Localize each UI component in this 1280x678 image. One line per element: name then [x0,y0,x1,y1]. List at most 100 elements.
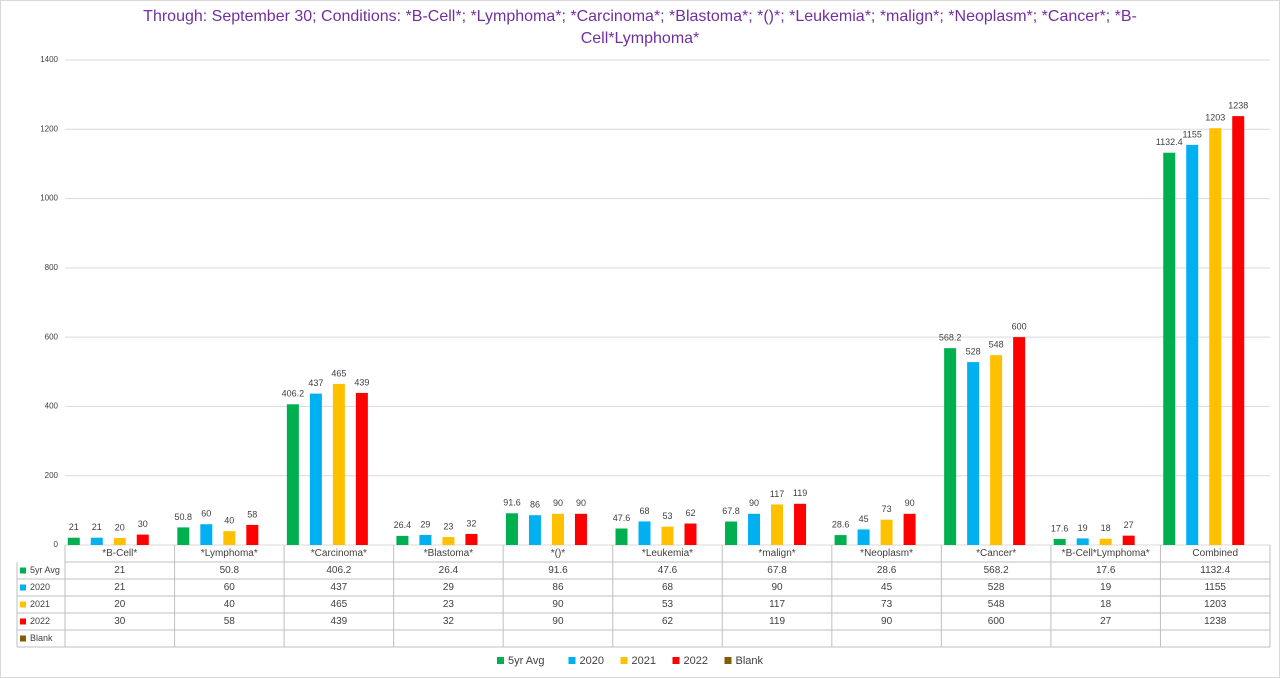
table-cell: 29 [443,582,455,593]
bar [1209,128,1222,545]
table-cell: 50.8 [220,565,240,576]
bar [725,521,738,545]
data-label: 58 [247,509,257,519]
table-cell: 548 [988,599,1005,610]
x-tick-label: *Carcinoma* [311,548,367,559]
bar [551,513,564,545]
data-label: 17.6 [1051,523,1069,533]
bar [136,534,149,545]
table-cell: 86 [552,582,564,593]
bar [903,513,916,545]
bar [661,526,674,545]
table-cell: 90 [881,616,893,627]
bar [465,533,478,545]
bar [857,529,870,545]
table-cell: 23 [443,599,455,610]
y-tick-label: 0 [54,540,59,549]
data-label: 30 [138,519,148,529]
bar [1186,144,1199,545]
chart-title: Through: September 30; Conditions: *B-Ce… [143,8,1137,47]
y-tick-label: 1400 [40,55,58,64]
bar [246,524,259,545]
bar [355,392,368,545]
table-cell: 91.6 [548,565,568,576]
x-tick-label: Combined [1192,548,1238,559]
table-cell: 117 [769,599,785,610]
y-tick-label: 1200 [40,124,58,133]
bar [442,537,455,545]
data-label: 119 [793,488,807,498]
bar [574,513,587,545]
table-cell: 68 [662,582,674,593]
table-cell: 1155 [1204,582,1226,593]
table-cell: 465 [331,599,348,610]
bar [1122,535,1135,545]
data-label: 28.6 [832,519,850,529]
bar [67,537,80,545]
x-tick-label: *Cancer* [976,548,1016,559]
legend-label: 2020 [580,655,604,667]
data-label: 60 [201,509,211,519]
table-cell: 45 [881,582,893,593]
data-label: 40 [224,516,234,526]
table-cell: 600 [988,616,1005,627]
bar [286,404,299,545]
bar [638,521,651,545]
bar [200,524,213,545]
x-tick-label: *Lymphoma* [201,548,258,559]
bar [1013,337,1026,545]
x-tick-label: *()* [551,548,566,559]
legend-swatch [672,657,680,664]
y-tick-label: 400 [45,402,59,411]
data-label: 86 [530,500,540,510]
data-label: 1238 [1228,100,1248,110]
bar [615,528,628,545]
bar [771,504,784,545]
table-cell: 26.4 [439,565,459,576]
data-label: 18 [1101,523,1111,533]
bar [748,513,761,545]
data-label: 439 [354,377,369,387]
bar [90,537,103,545]
table-cell: 73 [881,599,893,610]
legend-key [20,567,26,574]
table-cell: 437 [331,582,348,593]
data-label: 23 [443,521,453,531]
x-tick-label: *Leukemia* [642,548,693,559]
bar [834,535,847,545]
data-label: 90 [576,498,586,508]
data-label: 1132.4 [1156,137,1183,147]
data-label: 26.4 [394,520,412,530]
y-tick-label: 1000 [40,194,58,203]
table-row-label: 2020 [30,582,50,592]
bar [794,503,807,545]
bar [684,523,697,545]
data-label: 73 [882,504,892,514]
y-tick-label: 200 [45,471,59,480]
data-label: 50.8 [175,512,193,522]
data-label: 29 [420,519,430,529]
bar [419,534,432,545]
legend-key [20,635,26,642]
bar [309,393,322,545]
table-cell: 18 [1100,599,1112,610]
table-row-label: 2022 [30,616,50,626]
legend-label: 2022 [684,655,708,667]
data-label: 548 [989,340,1004,350]
bar [990,355,1003,545]
y-tick-label: 800 [45,263,59,272]
bar [967,362,980,545]
legend-label: 2021 [632,655,656,667]
table-cell: 90 [552,599,564,610]
data-label: 1203 [1205,113,1225,123]
data-label: 568.2 [939,333,962,343]
legend-label: 5yr Avg [508,655,545,667]
bar [1163,152,1176,545]
legend-swatch [620,657,628,664]
data-label: 45 [859,514,869,524]
data-label: 528 [966,346,981,356]
data-label: 117 [770,489,784,499]
